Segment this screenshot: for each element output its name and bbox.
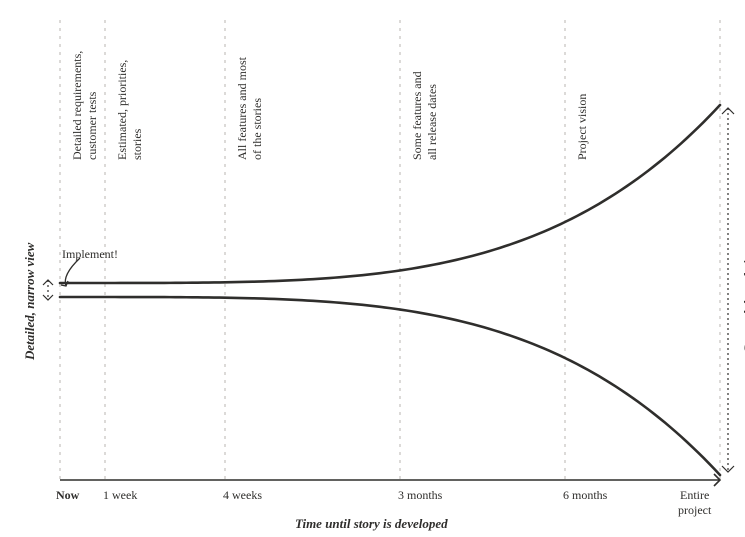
region-label-2: All features and mostof the stories bbox=[235, 57, 265, 160]
x-tick-now: Now bbox=[56, 488, 79, 503]
x-tick-m6: 6 months bbox=[563, 488, 607, 503]
y-axis-right-label: General, broad view bbox=[741, 246, 745, 354]
diagram-svg bbox=[0, 0, 745, 537]
x-axis-label: Time until story is developed bbox=[295, 516, 448, 532]
implement-annotation: Implement! bbox=[62, 247, 118, 262]
x-tick-entire: Entireproject bbox=[678, 488, 711, 518]
region-label-1: Estimated, priorities,stories bbox=[115, 60, 145, 160]
region-label-4: Project vision bbox=[575, 94, 590, 160]
x-tick-w1: 1 week bbox=[103, 488, 137, 503]
region-label-3: Some features andall release dates bbox=[410, 71, 440, 160]
y-axis-left-label: Detailed, narrow view bbox=[22, 243, 38, 360]
x-tick-m3: 3 months bbox=[398, 488, 442, 503]
x-tick-w4: 4 weeks bbox=[223, 488, 262, 503]
diagram-stage: Detailed, narrow view General, broad vie… bbox=[0, 0, 745, 537]
region-label-0: Detailed requirements,customer tests bbox=[70, 51, 100, 160]
